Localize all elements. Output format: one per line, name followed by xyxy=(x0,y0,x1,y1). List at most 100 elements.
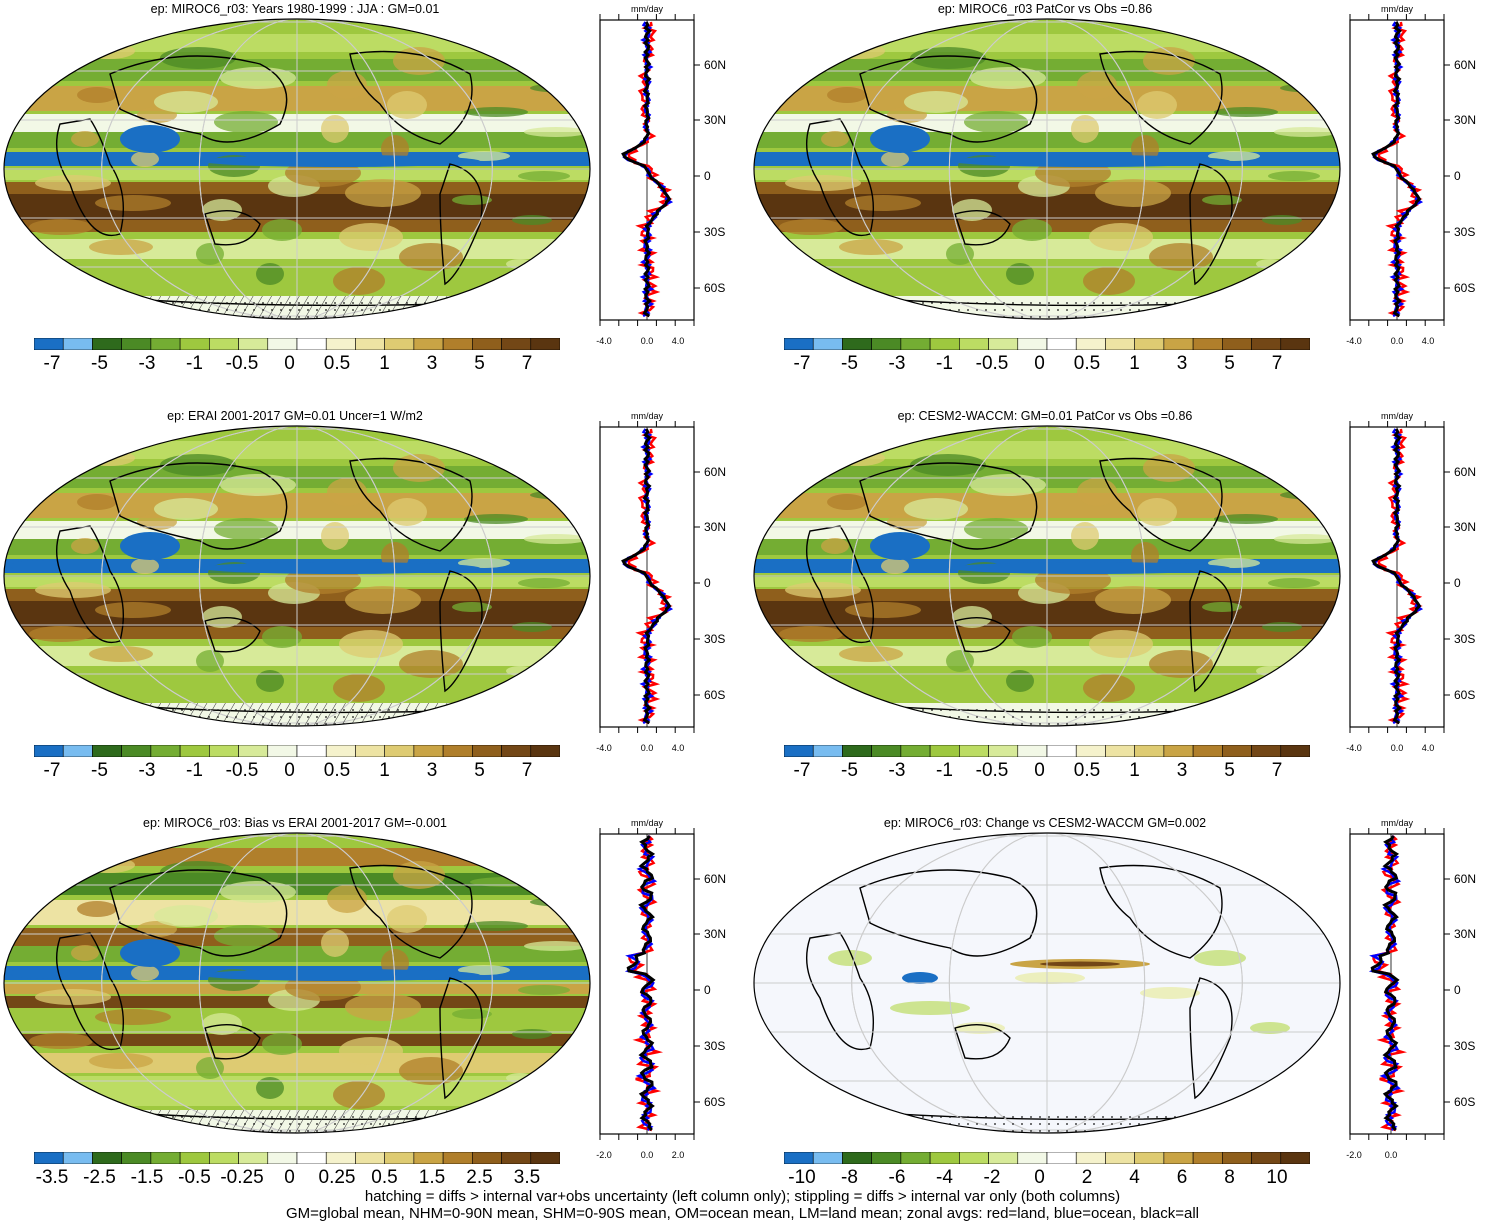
colorbar-label: 0 xyxy=(1034,1167,1045,1188)
colorbar-swatch xyxy=(1046,1152,1077,1164)
colorbar-swatch xyxy=(988,745,1019,757)
colorbar-swatch xyxy=(355,745,385,757)
colorbar-swatch xyxy=(296,338,327,350)
colorbar-swatch xyxy=(92,745,122,757)
zonal-lat-label: 30S xyxy=(704,225,725,239)
colorbar-swatch xyxy=(530,1152,560,1164)
panel-title: ep: MIROC6_r03: Bias vs ERAI 2001-2017 G… xyxy=(143,816,447,830)
colorbar-swatch xyxy=(1192,1152,1223,1164)
colorbar-swatch xyxy=(842,1152,872,1164)
colorbar-swatch xyxy=(150,1152,181,1164)
map-panel: ep: CESM2-WACCM: GM=0.01 PatCor vs Obs =… xyxy=(750,407,1485,814)
colorbar-label: -7 xyxy=(793,353,811,374)
colorbar-label: -1 xyxy=(186,353,203,374)
colorbar-label: -2 xyxy=(983,1167,1001,1188)
footer-line-1: hatching = diffs > internal var+obs unce… xyxy=(364,1188,1121,1205)
colorbar-swatch xyxy=(1105,745,1135,757)
colorbar-label: -0.5 xyxy=(225,353,259,374)
zonal-x-tick-label: 0.0 xyxy=(641,336,654,346)
colorbar-swatch xyxy=(62,745,93,757)
colorbar-swatch xyxy=(92,1152,122,1164)
zonal-average-plot: mm/day 60N 30N 0 30S 60S -4.0 0.0 4.0 xyxy=(1346,411,1476,753)
colorbar-labels: -7 -5 -3 -1 -0.5 0 0.5 1 3 5 7 xyxy=(770,760,1330,786)
zonal-lat-label: 60N xyxy=(704,465,726,479)
colorbar-swatch xyxy=(34,745,64,757)
colorbar-swatch xyxy=(900,1152,931,1164)
colorbar-swatch xyxy=(1280,1152,1310,1164)
colorbar-swatch xyxy=(1075,338,1106,350)
colorbar-swatch xyxy=(1163,1152,1194,1164)
colorbar-swatch xyxy=(442,745,473,757)
colorbar-label: -0.5 xyxy=(975,760,1009,781)
colorbar-swatch xyxy=(1134,338,1165,350)
zonal-lat-label: 0 xyxy=(1454,983,1461,997)
colorbar-swatch xyxy=(842,745,872,757)
colorbar-swatch xyxy=(121,338,152,350)
colorbar-label: -1 xyxy=(186,760,203,781)
colorbar-swatch xyxy=(442,1152,473,1164)
colorbar-swatch xyxy=(384,1152,415,1164)
colorbar-swatch xyxy=(179,338,210,350)
colorbar xyxy=(784,745,1310,757)
colorbar-swatch xyxy=(1105,1152,1135,1164)
colorbar-swatch xyxy=(871,338,902,350)
colorbar-swatch xyxy=(1017,1152,1048,1164)
colorbar-swatch xyxy=(384,745,415,757)
colorbar-label: -0.25 xyxy=(220,1167,264,1188)
zonal-average-plot: mm/day 60N 30N 0 30S 60S -4.0 0.0 4.0 xyxy=(596,411,726,753)
colorbar-label: 1.5 xyxy=(418,1167,446,1188)
colorbar-label: 0 xyxy=(284,760,295,781)
colorbar-swatch xyxy=(1075,1152,1106,1164)
robinson-map xyxy=(753,425,1341,727)
colorbar xyxy=(784,1152,1310,1164)
colorbar-swatch xyxy=(355,1152,385,1164)
colorbar-swatch xyxy=(530,745,560,757)
zonal-lat-label: 60N xyxy=(704,872,726,886)
colorbar-swatch xyxy=(1075,745,1106,757)
colorbar-label: 6 xyxy=(1176,1167,1188,1188)
colorbar-label: 0 xyxy=(1034,353,1045,374)
robinson-map xyxy=(3,832,591,1134)
map-panel: ep: MIROC6_r03: Bias vs ERAI 2001-2017 G… xyxy=(0,814,742,1221)
zonal-lat-label: 30N xyxy=(704,113,726,127)
colorbar-label: 1 xyxy=(1129,760,1140,781)
colorbar-swatch xyxy=(384,338,415,350)
colorbar-swatch xyxy=(1222,338,1252,350)
colorbar-swatch xyxy=(121,745,152,757)
colorbar-label: -8 xyxy=(841,1167,858,1188)
colorbar-label: -1.5 xyxy=(130,1167,164,1188)
colorbar-label: 3.5 xyxy=(513,1167,541,1188)
zonal-lat-label: 60S xyxy=(704,1095,725,1109)
colorbar-label: 0 xyxy=(284,1167,295,1188)
colorbar-swatch xyxy=(1280,745,1310,757)
colorbar-swatch xyxy=(929,1152,960,1164)
colorbar-label: 0.5 xyxy=(323,760,351,781)
colorbar-label: 3 xyxy=(1176,353,1188,374)
colorbar-swatch xyxy=(959,745,989,757)
zonal-lat-label: 30S xyxy=(1454,1039,1475,1053)
colorbar-swatch xyxy=(784,1152,814,1164)
colorbar-swatch xyxy=(472,338,502,350)
colorbar-swatch xyxy=(1017,338,1048,350)
robinson-map xyxy=(753,18,1341,320)
zonal-lat-label: 60S xyxy=(1454,1095,1475,1109)
map-panel: ep: ERAI 2001-2017 GM=0.01 Uncer=1 W/m2 m… xyxy=(0,407,742,814)
map-panel: ep: MIROC6_r03: Change vs CESM2-WACCM GM… xyxy=(750,814,1485,1221)
colorbar-swatch xyxy=(1192,338,1223,350)
colorbar-label: 0 xyxy=(284,353,295,374)
colorbar-swatch xyxy=(325,745,356,757)
colorbar-swatch xyxy=(150,338,181,350)
colorbar-swatch xyxy=(1105,338,1135,350)
zonal-unit-label: mm/day xyxy=(631,4,664,14)
colorbar-swatch xyxy=(1163,745,1194,757)
colorbar-swatch xyxy=(238,338,269,350)
zonal-lat-label: 60S xyxy=(1454,281,1475,295)
colorbar-swatch xyxy=(442,338,473,350)
colorbar-swatch xyxy=(988,1152,1019,1164)
zonal-average-plot: mm/day 60N 30N 0 30S 60S -2.0 0.0 xyxy=(1346,818,1476,1160)
colorbar-labels: -3.5 -2.5 -1.5 -0.5 -0.25 0 0.25 0.5 1.5 2.5 3.5 xyxy=(20,1167,580,1193)
colorbar-swatch xyxy=(900,745,931,757)
zonal-x-tick-label: 0.0 xyxy=(1385,1150,1398,1160)
colorbar-label: 2.5 xyxy=(466,1167,493,1188)
colorbar-label: 3 xyxy=(1176,760,1188,781)
